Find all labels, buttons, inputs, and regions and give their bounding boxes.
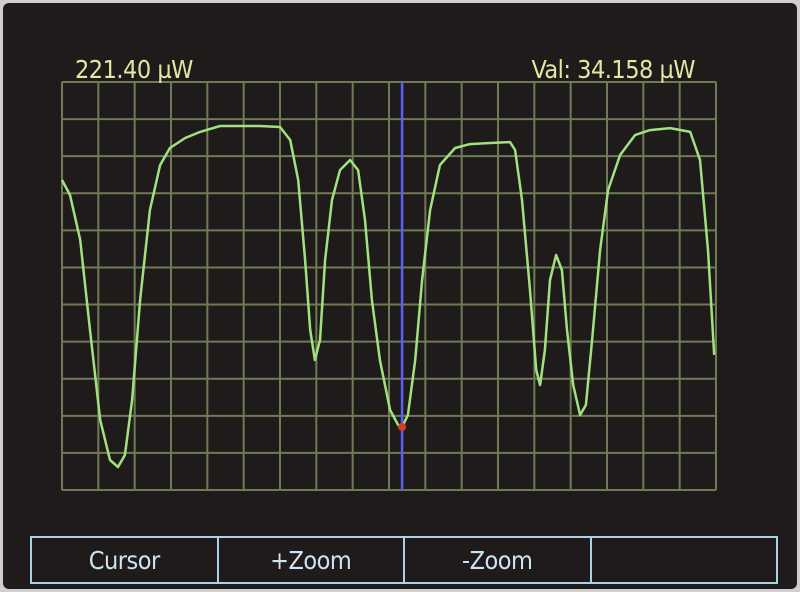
zoom-in-softkey[interactable]: +Zoom (219, 538, 405, 582)
softkey-bar: Cursor +Zoom -Zoom (30, 536, 778, 584)
cursor-value-readout: Val: 34.158 µW (531, 55, 695, 84)
cursor-marker (398, 423, 407, 432)
blank-softkey[interactable] (592, 538, 777, 582)
instrument-screen: 221.40 µW Val: 34.158 µW Cursor +Zoom -Z… (3, 3, 797, 589)
zoom-out-softkey[interactable]: -Zoom (405, 538, 592, 582)
trace-plot (60, 81, 717, 491)
reference-level-readout: 221.40 µW (75, 55, 193, 84)
trace-line (60, 124, 716, 469)
cursor-softkey[interactable]: Cursor (32, 538, 219, 582)
